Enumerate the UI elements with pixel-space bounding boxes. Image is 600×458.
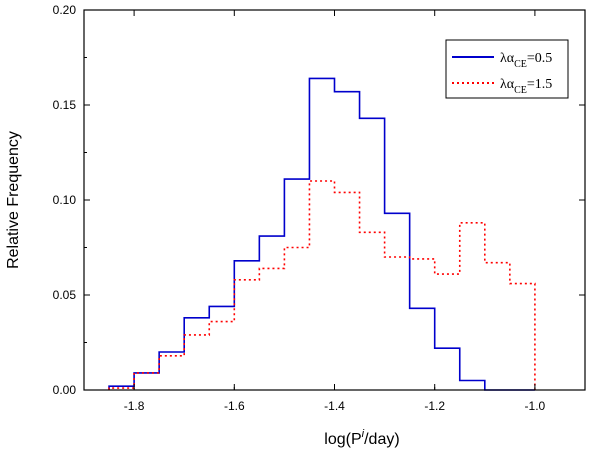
x-tick-label: -1.0	[525, 399, 546, 413]
y-tick-label: 0.05	[53, 288, 77, 302]
y-axis-label: Relative Frequency	[5, 131, 22, 269]
plot-area	[108, 77, 536, 391]
x-tick-label: -1.2	[424, 399, 445, 413]
legend: λαCE=0.5 λαCE=1.5	[445, 39, 569, 99]
y-tick-label: 0.00	[53, 383, 77, 397]
x-tick-label: -1.8	[124, 399, 145, 413]
y-tick-label: 0.15	[53, 98, 77, 112]
legend-box	[445, 39, 569, 99]
x-axis-label: log(Pi/day)	[324, 428, 399, 448]
y-tick-label: 0.10	[53, 193, 77, 207]
legend-label-lambda-1.5: λαCE=1.5	[500, 77, 552, 96]
x-tick-label: -1.4	[324, 399, 345, 413]
legend-label-lambda-0.5: λαCE=0.5	[500, 51, 552, 70]
x-tick-label: -1.6	[224, 399, 245, 413]
histogram-series-1.5	[108, 180, 536, 390]
y-tick-label: 0.20	[53, 3, 77, 17]
histogram-series-0.5	[108, 77, 535, 391]
axes: 0.00 0.05 0.10 0.15 0.20 -1.8 -1.6 -1.4 -1.2 -1.0	[53, 3, 586, 413]
